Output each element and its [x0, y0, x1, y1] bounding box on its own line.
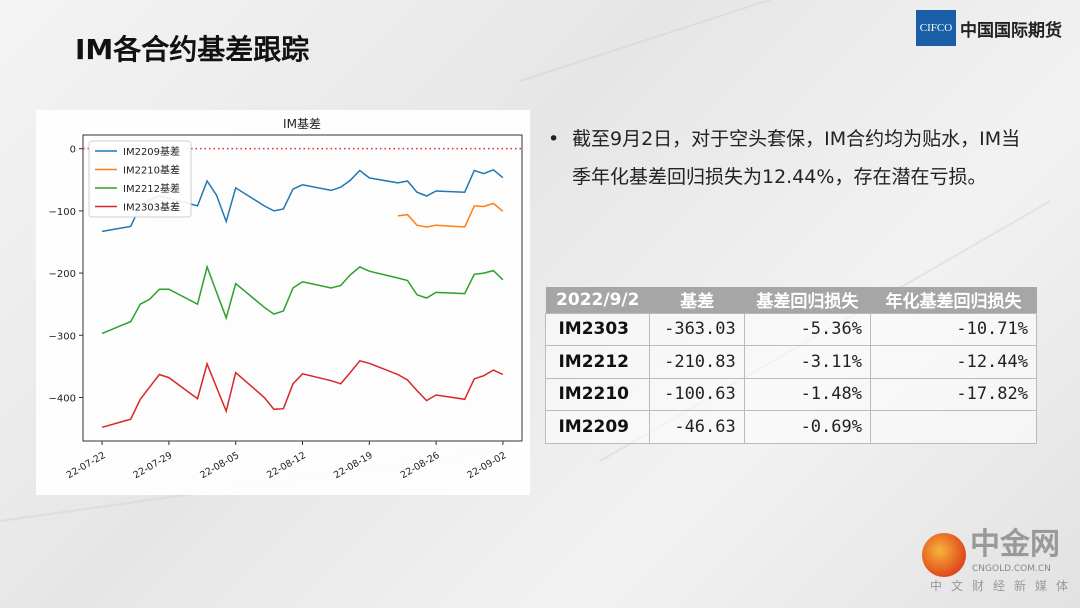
y-tick-label: −200 [49, 269, 76, 280]
header-date: 2022/9/2 [545, 287, 650, 313]
table-row: IM2210 -100.63 -1.48% -17.82% [544, 377, 1038, 411]
table-row: IM2212 -210.83 -3.11% -12.44% [544, 345, 1038, 379]
annual-loss-cell [869, 410, 1038, 444]
series-line-im2303 [101, 359, 504, 429]
basis-table: 2022/9/2 基差 基差回归损失 年化基差回归损失 IM2303 -363.0… [544, 287, 1038, 444]
legend-label: IM2303基差 [123, 201, 180, 214]
watermark-name: 中金网 [970, 527, 1060, 562]
cifco-logo: CIFCO 中国国际期货 [916, 10, 1062, 46]
y-tick-label: 0 [70, 145, 76, 156]
basis-cell: -100.63 [649, 377, 745, 411]
chart-title: IM基差 [283, 117, 321, 131]
annual-loss-cell: -10.71% [869, 312, 1038, 346]
y-tick-label: −300 [49, 331, 76, 342]
series-line-im2212 [101, 264, 504, 335]
bullet-point: • 截至9月2日，对于空头套保，IM合约均为贴水，IM当季年化基差回归损失为12… [548, 120, 1038, 196]
bullet-text: 截至9月2日，对于空头套保，IM合约均为贴水，IM当季年化基差回归损失为12.4… [572, 128, 1021, 188]
loss-cell: -0.69% [743, 410, 871, 444]
logo-mark: CIFCO [916, 10, 956, 46]
y-tick-label: −100 [49, 207, 76, 218]
basis-cell: -363.03 [649, 312, 745, 346]
bullet-dot: • [548, 128, 560, 150]
y-tick-label: −400 [49, 393, 76, 404]
logo-name: 中国国际期货 [960, 20, 1062, 41]
contract-cell: IM2212 [544, 345, 651, 379]
basis-cell: -210.83 [649, 345, 745, 379]
table-row: IM2303 -363.03 -5.36% -10.71% [544, 312, 1038, 346]
legend-label: IM2209基差 [123, 145, 180, 158]
table-row: IM2209 -46.63 -0.69% [544, 410, 1038, 444]
legend-label: IM2212基差 [123, 182, 180, 195]
series-line-im2210 [397, 202, 504, 228]
slide-title: IM各合约基差跟踪 [75, 33, 310, 66]
basis-cell: -46.63 [649, 410, 745, 444]
annual-loss-cell: -12.44% [869, 345, 1038, 379]
cngold-logo-icon [922, 533, 966, 577]
header-annual-loss: 年化基差回归损失 [870, 287, 1037, 313]
contract-cell: IM2303 [544, 312, 651, 346]
legend-box [88, 140, 192, 218]
loss-cell: -3.11% [743, 345, 871, 379]
loss-cell: -1.48% [743, 377, 871, 411]
watermark-url: CNGOLD.COM.CN [972, 564, 1051, 574]
contract-cell: IM2210 [544, 377, 651, 411]
table-header-row: 2022/9/2 基差 基差回归损失 年化基差回归损失 [545, 287, 1037, 313]
header-loss: 基差回归损失 [744, 287, 871, 313]
loss-cell: -5.36% [743, 312, 871, 346]
contract-cell: IM2209 [544, 410, 651, 444]
header-basis: 基差 [649, 287, 745, 313]
legend-label: IM2210基差 [123, 164, 180, 177]
watermark-sub: 中文财经新媒体 [930, 579, 1078, 593]
annual-loss-cell: -17.82% [869, 377, 1038, 411]
